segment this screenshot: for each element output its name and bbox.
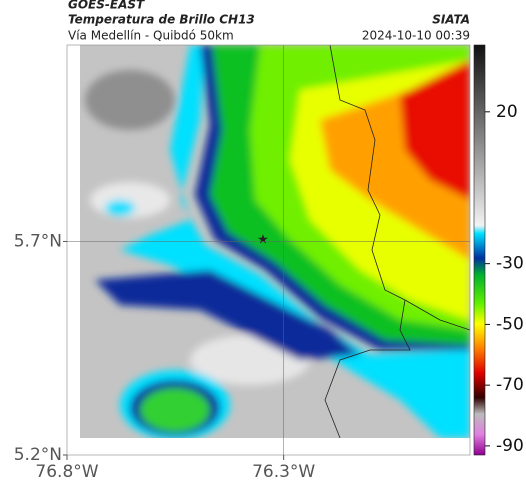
colorbar [473, 44, 486, 456]
timestamp: 2024-10-10 00:39 [362, 29, 470, 43]
y-tick-label: 5.2°N [14, 445, 62, 465]
colorbar-tick-label: -50 [496, 314, 524, 334]
colorbar-tick-label: 20 [496, 102, 518, 122]
y-tick-label: 5.7°N [14, 231, 62, 251]
colorbar-tick-label: -70 [496, 375, 524, 395]
title: Temperatura de Brillo CH13 [68, 13, 255, 27]
satellite-image [80, 45, 470, 438]
colorbar-tick-label: -30 [496, 254, 524, 274]
colorbar-tick-label: -90 [496, 436, 524, 456]
location-marker: ★ [257, 233, 269, 248]
source: GOES-EAST [68, 0, 145, 12]
x-tick-label: 76.8°W [35, 462, 98, 482]
x-tick-label: 76.3°W [252, 462, 315, 482]
map-frame [66, 44, 471, 456]
subtitle: Vía Medellín - Quibdó 50km [68, 29, 234, 43]
brand: SIATA [432, 13, 470, 27]
